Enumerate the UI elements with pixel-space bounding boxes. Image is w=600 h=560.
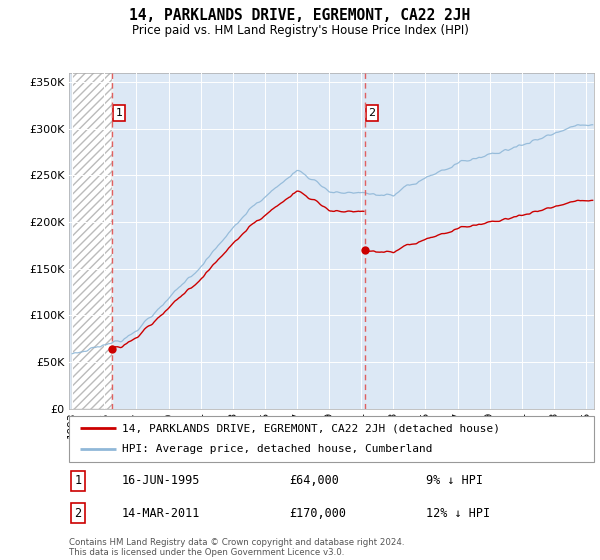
Text: HPI: Average price, detached house, Cumberland: HPI: Average price, detached house, Cumb… xyxy=(121,445,432,455)
Bar xyxy=(72,73,112,409)
Text: £170,000: £170,000 xyxy=(290,507,347,520)
Text: Contains HM Land Registry data © Crown copyright and database right 2024.
This d: Contains HM Land Registry data © Crown c… xyxy=(69,538,404,557)
Text: 14-MAR-2011: 14-MAR-2011 xyxy=(121,507,200,520)
Text: 1: 1 xyxy=(74,474,82,487)
Text: 1: 1 xyxy=(116,108,122,118)
Text: 14, PARKLANDS DRIVE, EGREMONT, CA22 2JH: 14, PARKLANDS DRIVE, EGREMONT, CA22 2JH xyxy=(130,8,470,24)
Text: 12% ↓ HPI: 12% ↓ HPI xyxy=(426,507,490,520)
Text: 9% ↓ HPI: 9% ↓ HPI xyxy=(426,474,483,487)
Text: 16-JUN-1995: 16-JUN-1995 xyxy=(121,474,200,487)
Bar xyxy=(72,73,112,409)
Text: 2: 2 xyxy=(368,108,376,118)
FancyBboxPatch shape xyxy=(69,416,594,462)
Text: 14, PARKLANDS DRIVE, EGREMONT, CA22 2JH (detached house): 14, PARKLANDS DRIVE, EGREMONT, CA22 2JH … xyxy=(121,423,499,433)
Text: 2: 2 xyxy=(74,507,82,520)
Text: £64,000: £64,000 xyxy=(290,474,340,487)
Text: Price paid vs. HM Land Registry's House Price Index (HPI): Price paid vs. HM Land Registry's House … xyxy=(131,24,469,36)
